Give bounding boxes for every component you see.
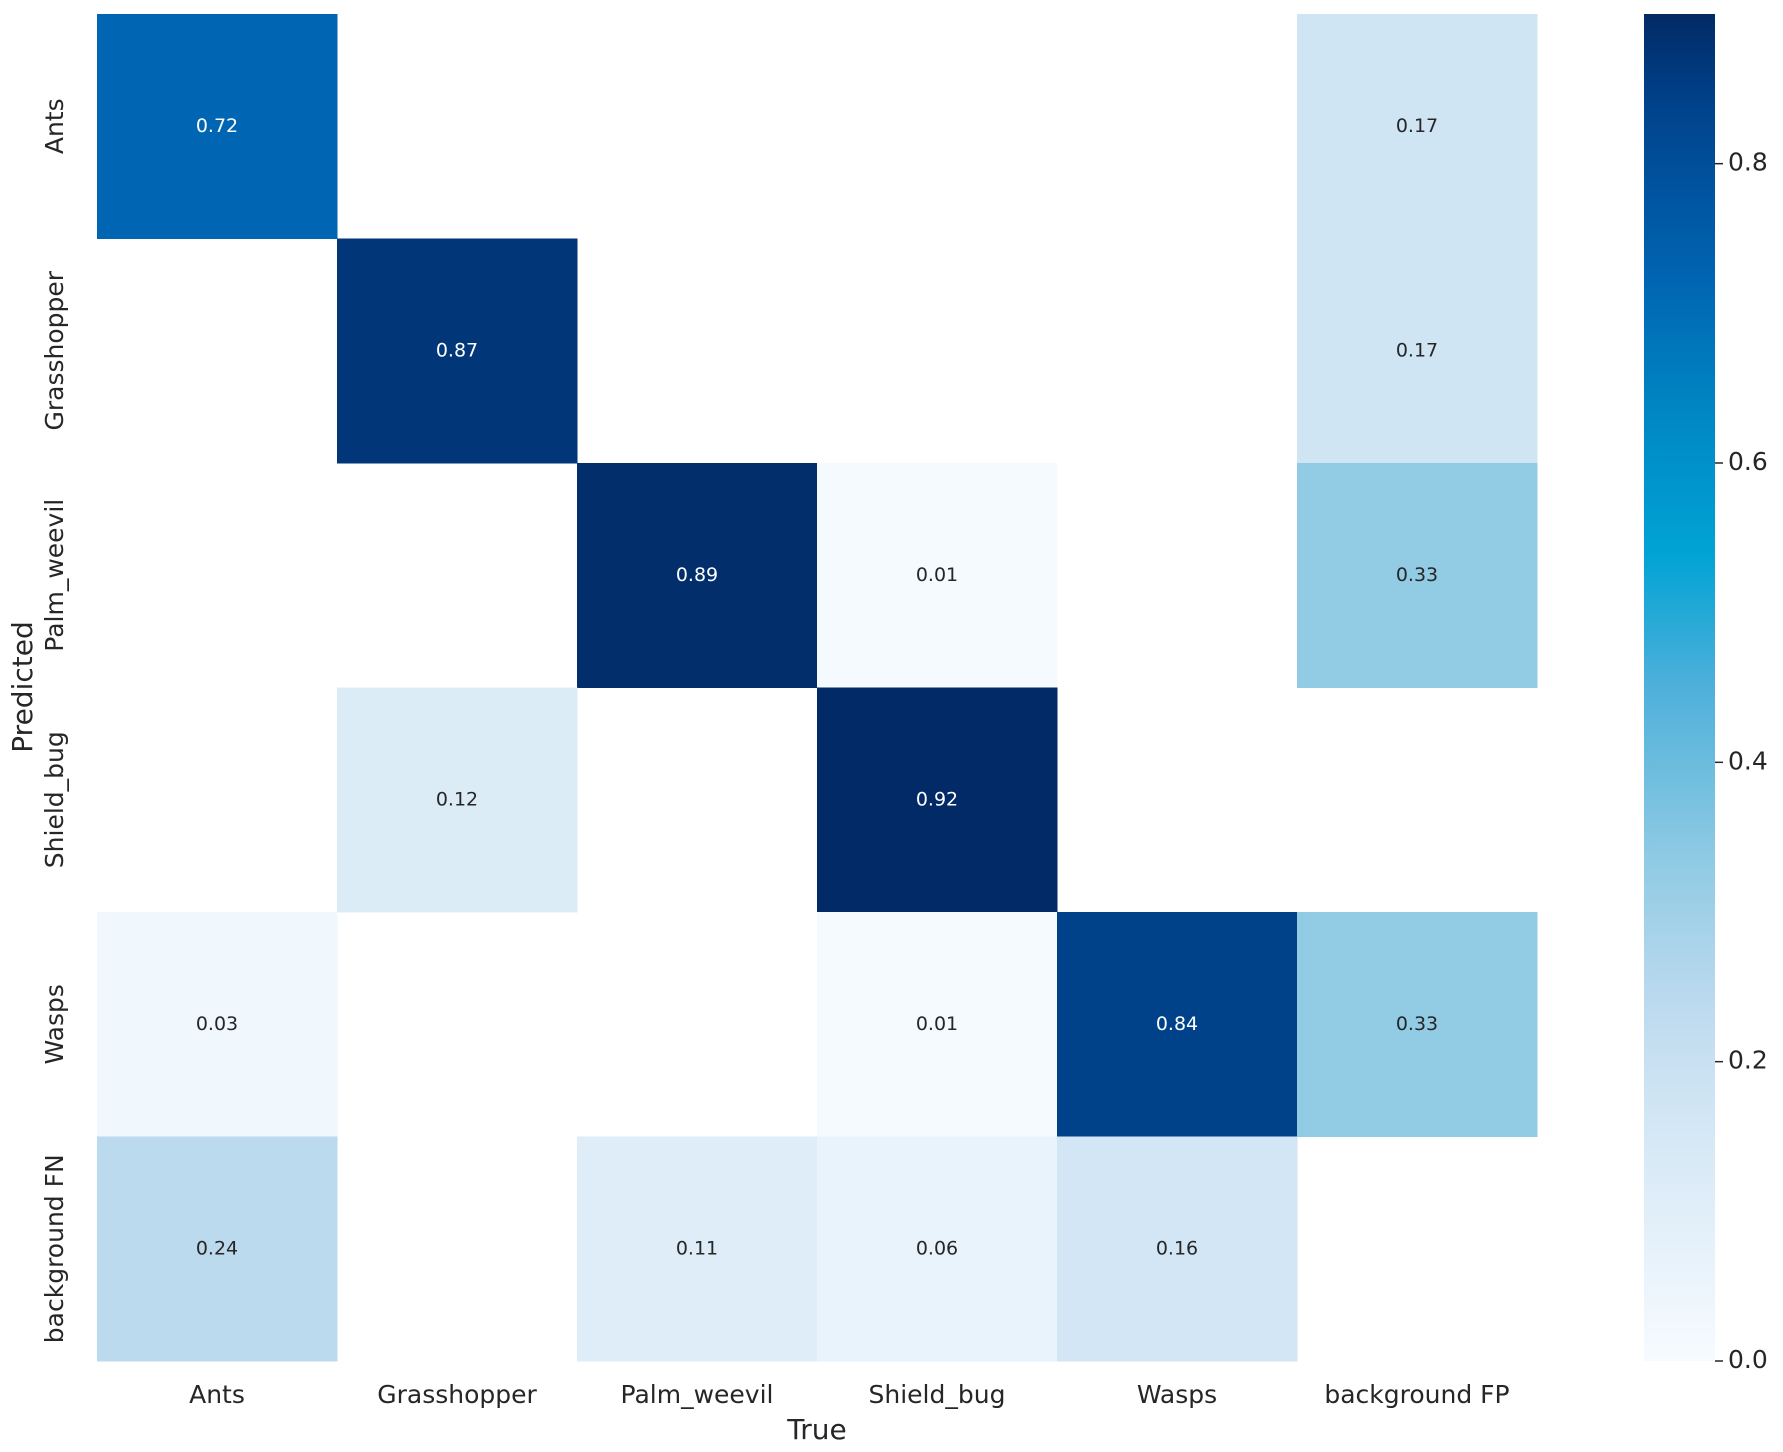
cell-label: 0.17	[1396, 115, 1438, 137]
y-axis-label: Predicted	[6, 621, 39, 752]
y-tick-label: Ants	[40, 98, 69, 154]
heatmap-cell	[337, 238, 578, 464]
y-tick-label: background FN	[40, 1154, 69, 1343]
cell-label: 0.89	[676, 564, 718, 586]
cell-label: 0.17	[1396, 339, 1438, 361]
x-tick-label: Wasps	[1137, 1380, 1217, 1409]
cell-label: 0.12	[436, 788, 478, 810]
heatmap-cell	[1297, 238, 1538, 464]
colorbar-tick-label: 0.6	[1728, 447, 1768, 476]
cell-label: 0.72	[196, 115, 238, 137]
cell-label: 0.33	[1396, 564, 1438, 586]
heatmap-cell	[97, 912, 338, 1137]
colorbar	[1644, 14, 1715, 1361]
heatmap-cell	[1297, 912, 1538, 1137]
heatmap-cell	[817, 687, 1058, 913]
cell-label: 0.11	[676, 1237, 718, 1259]
cell-label: 0.03	[196, 1013, 238, 1035]
x-tick-label: Ants	[189, 1380, 245, 1409]
x-tick-label: Grasshopper	[377, 1380, 537, 1409]
heatmap-cell	[1057, 1136, 1298, 1362]
cell-label: 0.33	[1396, 1013, 1438, 1035]
cell-label: 0.87	[436, 339, 478, 361]
heatmap-cell	[577, 463, 818, 688]
heatmap-cell	[1297, 14, 1538, 239]
y-tick-label: Grasshopper	[40, 270, 69, 430]
heatmap-cell	[1057, 912, 1298, 1137]
cell-label: 0.92	[916, 788, 958, 810]
cell-label: 0.16	[1156, 1237, 1198, 1259]
x-tick-label: background FP	[1324, 1380, 1509, 1409]
colorbar-tick-label: 0.0	[1728, 1345, 1768, 1374]
heatmap-cell	[817, 1136, 1058, 1362]
y-tick-label: Wasps	[40, 984, 69, 1064]
heatmap-cell	[817, 912, 1058, 1137]
cell-label: 0.84	[1156, 1013, 1198, 1035]
heatmap-cell	[577, 1136, 818, 1362]
cell-label: 0.01	[916, 1013, 958, 1035]
x-tick-label: Shield_bug	[869, 1380, 1006, 1409]
heatmap-cell	[97, 1136, 338, 1362]
x-axis-label: True	[786, 1413, 846, 1446]
heatmap-cell	[817, 463, 1058, 688]
y-tick-label: Palm_weevil	[40, 499, 69, 652]
colorbar-tick-label: 0.4	[1728, 746, 1768, 775]
y-tick-label: Shield_bug	[40, 731, 69, 868]
x-tick-label: Palm_weevil	[621, 1380, 774, 1409]
heatmap-cell	[337, 687, 578, 913]
heatmap-cell	[1297, 463, 1538, 688]
heatmap-cell	[97, 14, 338, 239]
colorbar-tick-label: 0.2	[1728, 1046, 1768, 1075]
cell-label: 0.24	[196, 1237, 238, 1259]
colorbar-tick-label: 0.8	[1728, 148, 1768, 177]
cell-label: 0.06	[916, 1237, 958, 1259]
cell-label: 0.01	[916, 564, 958, 586]
